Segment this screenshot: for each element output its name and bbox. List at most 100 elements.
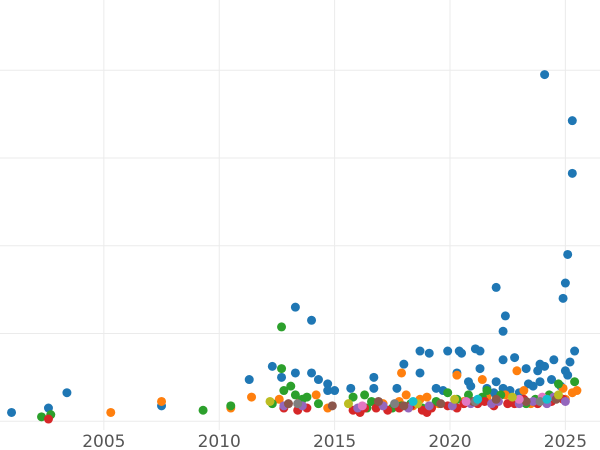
point-s0-52: [563, 249, 573, 259]
point-s3-17: [503, 399, 513, 409]
point-s0-27: [457, 348, 467, 358]
point-s2-29: [553, 379, 563, 389]
point-s5-1: [327, 401, 337, 411]
point-s0-34: [498, 326, 508, 336]
point-s0-12: [323, 379, 333, 389]
point-s0-20: [415, 346, 425, 356]
point-s2-0: [37, 412, 47, 422]
point-s8-4: [507, 392, 517, 402]
point-s0-54: [567, 168, 577, 178]
point-s0-30: [475, 346, 485, 356]
point-s0-16: [369, 372, 379, 382]
point-s1-14: [422, 392, 432, 402]
point-s0-7: [290, 368, 300, 378]
point-s1-3: [247, 392, 257, 402]
point-s2-9: [290, 390, 300, 400]
point-s0-31: [475, 364, 485, 374]
point-s0-14: [330, 386, 340, 396]
point-s2-7: [279, 386, 289, 396]
point-s0-0: [7, 407, 17, 417]
point-s6-0: [357, 401, 367, 411]
point-s1-18: [477, 375, 487, 385]
point-s7-0: [293, 399, 303, 409]
point-s0-47: [549, 355, 559, 365]
point-s4-14: [560, 396, 570, 406]
point-s2-3: [226, 401, 236, 411]
point-s0-53: [565, 357, 575, 367]
point-s0-35: [498, 355, 508, 365]
point-s5-0: [283, 399, 293, 409]
vertical-gridlines: [103, 0, 566, 430]
point-s2-5: [277, 364, 287, 374]
point-s8-3: [450, 394, 460, 404]
point-s2-30: [570, 377, 580, 387]
point-s1-21: [512, 366, 522, 376]
point-s0-17: [369, 383, 379, 393]
point-s8-5: [553, 390, 563, 400]
point-s0-5: [267, 361, 277, 371]
point-s5-3: [399, 401, 409, 411]
point-s2-20: [443, 388, 453, 398]
x-tick-label-2005: 2005: [82, 432, 125, 450]
point-s1-28: [572, 386, 582, 396]
x-tick-label-2025: 2025: [544, 432, 587, 450]
x-tick-label-2020: 2020: [428, 432, 471, 450]
point-s1-6: [311, 390, 321, 400]
point-s0-4: [244, 375, 254, 385]
point-s0-21: [415, 368, 425, 378]
point-s0-6: [277, 372, 287, 382]
point-s1-1: [157, 396, 167, 406]
point-s2-12: [348, 392, 358, 402]
x-axis-tick-labels: 2005 2010 2015 2020 2025: [82, 432, 587, 450]
point-s0-49: [560, 278, 570, 288]
point-s4-5: [424, 401, 434, 411]
point-s0-23: [431, 383, 441, 393]
point-s5-4: [436, 399, 446, 409]
point-s9-0: [408, 396, 418, 406]
point-s2-31: [302, 392, 312, 402]
point-s0-37: [500, 311, 510, 321]
point-s3-0: [43, 414, 53, 424]
point-s7-3: [535, 396, 545, 406]
point-s5-6: [491, 394, 501, 404]
point-s4-11: [528, 396, 538, 406]
point-s2-13: [360, 390, 370, 400]
point-s0-33: [491, 377, 501, 387]
point-s0-45: [540, 70, 550, 80]
point-s2-24: [482, 386, 492, 396]
point-s5-2: [373, 396, 383, 406]
point-s1-10: [397, 368, 407, 378]
point-s1-16: [452, 370, 462, 380]
x-tick-label-2010: 2010: [198, 432, 241, 450]
point-s0-2: [62, 388, 72, 398]
point-s0-56: [570, 346, 580, 356]
point-s3-25: [480, 396, 490, 406]
point-s0-39: [521, 364, 531, 374]
point-s0-46: [547, 375, 557, 385]
point-s2-8: [286, 381, 296, 391]
point-s2-11: [313, 399, 323, 409]
point-s0-48: [558, 293, 568, 303]
point-s1-4: [274, 394, 284, 404]
point-s0-19: [399, 359, 409, 369]
point-s0-44: [540, 361, 550, 371]
point-s6-1: [461, 396, 471, 406]
point-s2-2: [198, 405, 208, 415]
point-s0-18: [392, 383, 402, 393]
point-s8-0: [265, 396, 275, 406]
point-s8-1: [343, 399, 353, 409]
point-s5-7: [521, 396, 531, 406]
point-s0-24: [443, 346, 453, 356]
data-points: [7, 70, 582, 424]
point-s1-22: [519, 386, 529, 396]
horizontal-gridlines: [0, 69, 600, 422]
point-s0-43: [535, 377, 545, 387]
point-s0-22: [424, 348, 434, 358]
point-s0-32: [491, 282, 501, 292]
point-s0-13: [323, 386, 333, 396]
point-s0-15: [346, 383, 356, 393]
point-s0-61: [528, 381, 538, 391]
point-s0-11: [313, 375, 323, 385]
point-s2-32: [367, 396, 377, 406]
